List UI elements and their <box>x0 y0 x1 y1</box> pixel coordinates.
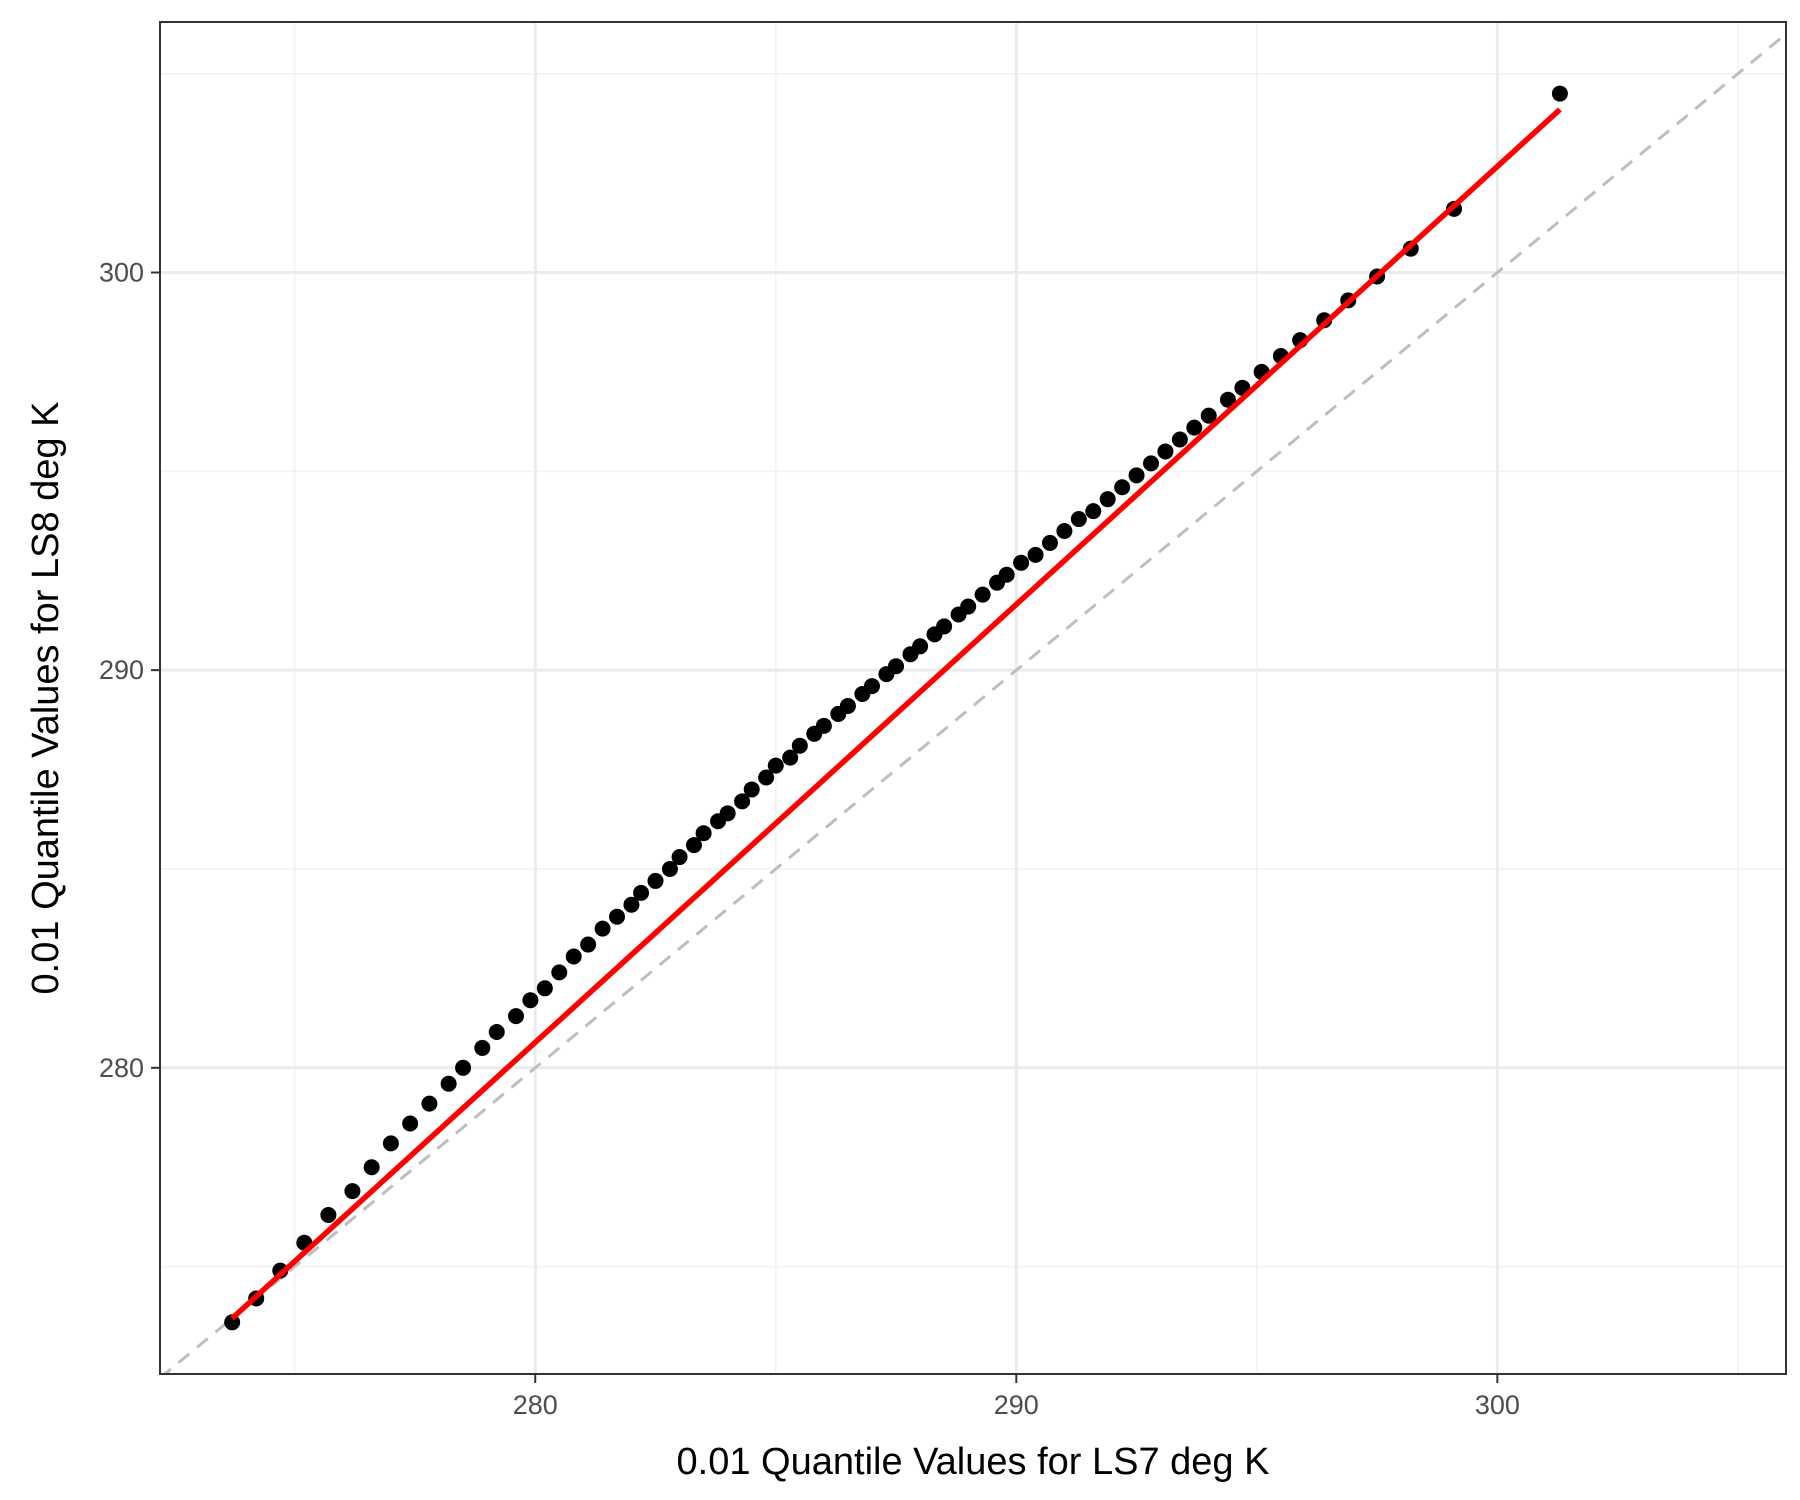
data-point <box>440 1075 457 1092</box>
data-point <box>320 1206 337 1223</box>
axes: 280 290 300 280 290 300 <box>99 258 1520 1420</box>
data-point <box>695 825 712 842</box>
data-point <box>344 1183 361 1200</box>
y-axis-title: 0.01 Quantile Values for LS8 deg K <box>25 402 67 995</box>
data-point <box>488 1024 505 1041</box>
data-point <box>1013 554 1030 571</box>
grid <box>160 22 1786 1374</box>
data-point <box>936 618 953 635</box>
data-point <box>1128 467 1145 484</box>
data-point <box>743 781 760 798</box>
data-point <box>791 737 808 754</box>
data-point <box>1056 522 1073 539</box>
data-point <box>1551 85 1568 102</box>
data-point <box>1041 534 1058 551</box>
data-point <box>782 749 799 766</box>
data-point <box>580 936 597 953</box>
data-point <box>912 638 929 655</box>
data-point <box>1027 546 1044 563</box>
data-point <box>402 1115 419 1132</box>
data-point <box>1186 419 1203 436</box>
data-point <box>1099 491 1116 508</box>
data-point <box>522 992 539 1009</box>
data-point <box>507 1008 524 1025</box>
data-point <box>974 586 991 603</box>
y-tick-label: 300 <box>99 258 144 288</box>
data-point <box>1171 431 1188 448</box>
data-point <box>633 884 650 901</box>
data-point <box>734 793 751 810</box>
x-tick-label: 300 <box>1475 1390 1520 1420</box>
data-point <box>421 1095 438 1112</box>
data-point <box>661 860 678 877</box>
data-point <box>363 1159 380 1176</box>
data-point <box>767 757 784 774</box>
panel-border <box>159 21 1787 1375</box>
data-point <box>998 566 1015 583</box>
data-point <box>839 697 856 714</box>
data-point <box>719 805 736 822</box>
x-tick-label: 290 <box>994 1390 1039 1420</box>
data-point <box>1085 503 1102 520</box>
data-point <box>1219 391 1236 408</box>
x-tick-label: 280 <box>513 1390 558 1420</box>
data-point <box>565 948 582 965</box>
reference-line <box>162 32 1786 1374</box>
data-point <box>455 1059 472 1076</box>
fit-line-group <box>230 107 1562 1321</box>
data-point <box>1157 443 1174 460</box>
data-point <box>594 920 611 937</box>
data-point <box>815 717 832 734</box>
reference-line-group <box>162 32 1786 1374</box>
data-point <box>863 678 880 695</box>
data-point <box>647 872 664 889</box>
y-tick-label: 290 <box>99 655 144 685</box>
data-point <box>623 896 640 913</box>
data-point <box>888 658 905 675</box>
data-point <box>685 837 702 854</box>
data-point <box>551 964 568 981</box>
data-point <box>536 980 553 997</box>
fit-line <box>230 107 1562 1321</box>
data-point <box>1200 407 1217 424</box>
data-point <box>671 849 688 866</box>
data-point <box>758 769 775 786</box>
data-point <box>474 1039 491 1056</box>
data-point <box>382 1135 399 1152</box>
data-point <box>1142 455 1159 472</box>
data-point <box>1070 511 1087 528</box>
data-point <box>1114 479 1131 496</box>
y-tick-label: 280 <box>99 1053 144 1083</box>
data-point <box>609 908 626 925</box>
x-axis-title: 0.01 Quantile Values for LS7 deg K <box>677 1441 1270 1483</box>
data-point <box>960 598 977 615</box>
